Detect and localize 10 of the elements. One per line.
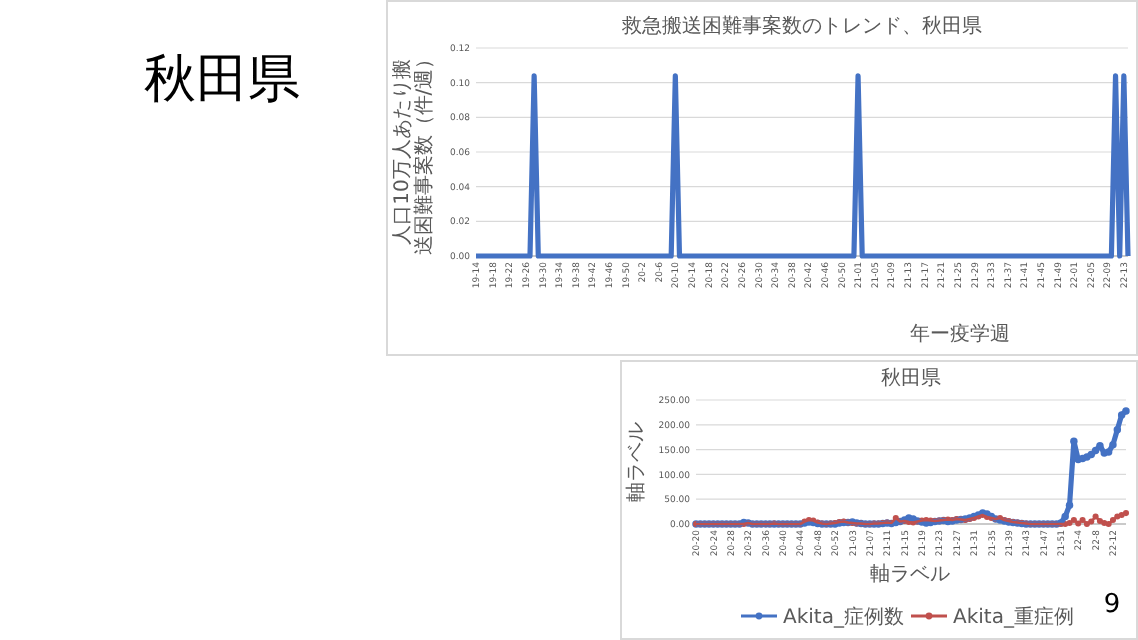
chart-title: 救急搬送困難事案数のトレンド、秋田県 bbox=[620, 14, 982, 38]
x-axis-title: 年ー疫学週 bbox=[910, 322, 1010, 346]
text: 9 bbox=[1103, 590, 1121, 620]
x-axis-title: 軸ラベル bbox=[870, 562, 950, 586]
legend-label: Akita_症例数 bbox=[783, 605, 904, 629]
legend-label: Akita_重症例 bbox=[953, 605, 1074, 629]
y-axis-title: 人口10万人あたり搬送困難事案数（件/週） bbox=[390, 48, 436, 256]
chart-title: 秋田県 bbox=[881, 366, 941, 390]
text: 秋田県 bbox=[144, 50, 300, 110]
y-axis-title: 軸ラベル bbox=[624, 422, 648, 502]
